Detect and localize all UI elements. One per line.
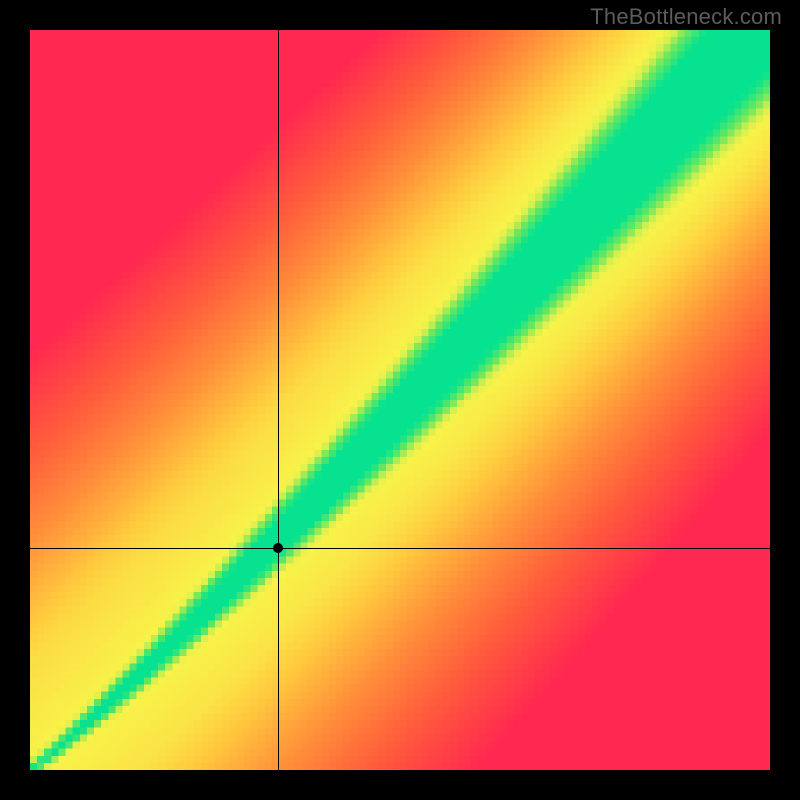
heatmap-plot-area xyxy=(30,30,770,770)
bottleneck-heatmap-canvas xyxy=(30,30,770,770)
crosshair-marker-dot xyxy=(273,543,283,553)
crosshair-vertical-line xyxy=(278,30,279,770)
watermark-text: TheBottleneck.com xyxy=(590,4,782,30)
crosshair-horizontal-line xyxy=(30,548,770,549)
